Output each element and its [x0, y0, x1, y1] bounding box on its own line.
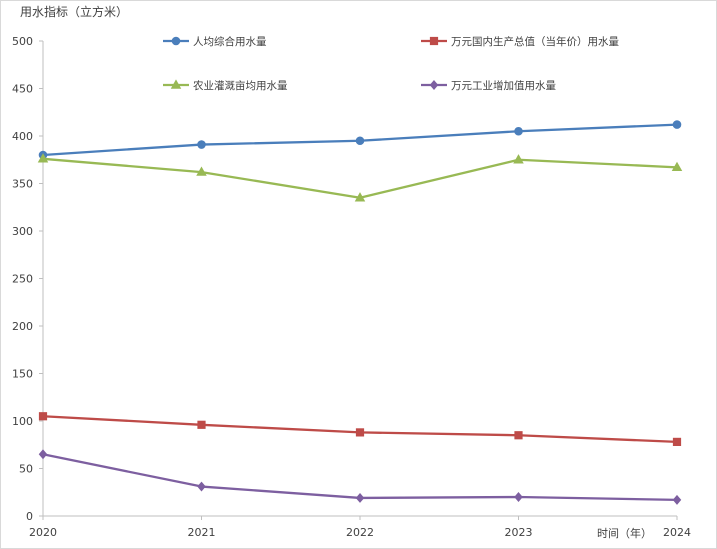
- legend-marker: [171, 36, 181, 46]
- series-3: [37, 153, 683, 202]
- legend-item: 农业灌溉亩均用水量: [163, 79, 288, 92]
- data-point-marker: [671, 161, 683, 172]
- y-tick-label: 200: [12, 320, 33, 333]
- legend-marker: [170, 79, 182, 89]
- data-point-marker: [38, 449, 48, 460]
- y-axis-title: 用水指标（立方米）: [20, 4, 128, 19]
- data-point-marker: [513, 154, 524, 164]
- legend-item: 万元工业增加值用水量: [421, 79, 556, 92]
- chart-axes: 0 50 100 150 200 250 300 350 400 450 500 2020 2021 20…: [12, 35, 691, 539]
- y-tick-label: 350: [12, 178, 33, 191]
- legend-label: 万元工业增加值用水量: [451, 79, 556, 92]
- series-2: [38, 412, 682, 446]
- y-tick-label: 100: [12, 415, 33, 428]
- legend-item: 人均综合用水量: [163, 35, 267, 48]
- data-point-marker: [514, 492, 523, 502]
- data-point-marker: [37, 153, 49, 163]
- legend-label: 农业灌溉亩均用水量: [193, 79, 288, 92]
- data-point-marker: [514, 126, 523, 136]
- y-tick-label: 500: [12, 35, 33, 48]
- legend-marker: [429, 80, 439, 90]
- y-tick-label: 250: [12, 273, 33, 286]
- y-tick-label: 450: [12, 83, 33, 96]
- data-point-marker: [672, 437, 682, 446]
- y-tick-label: 0: [26, 510, 33, 523]
- chart-series-layer: [37, 120, 683, 505]
- legend-item: 万元国内生产总值（当年价）用水量: [421, 35, 619, 48]
- series-1: [38, 120, 682, 160]
- y-tick-label: 400: [12, 130, 33, 143]
- data-point-marker: [514, 431, 523, 440]
- y-tick-label: 300: [12, 225, 33, 238]
- legend-label: 万元国内生产总值（当年价）用水量: [451, 35, 619, 48]
- data-point-marker: [196, 166, 207, 176]
- series-line: [42, 157, 678, 199]
- data-point-marker: [355, 428, 365, 437]
- data-point-marker: [672, 494, 682, 505]
- data-point-marker: [672, 120, 682, 129]
- series-4: [38, 449, 682, 505]
- y-tick-label: 150: [12, 368, 33, 381]
- x-tick-label: 2023: [505, 526, 533, 539]
- data-point-marker: [355, 136, 365, 146]
- x-tick-label: 2022: [346, 526, 374, 539]
- data-point-marker: [197, 420, 206, 429]
- data-point-marker: [197, 481, 206, 492]
- data-point-marker: [354, 192, 366, 202]
- x-tick-label: 2024: [663, 526, 691, 539]
- data-point-marker: [355, 492, 365, 503]
- legend-label: 人均综合用水量: [193, 35, 267, 48]
- legend-marker: [429, 36, 439, 46]
- data-point-marker: [38, 412, 48, 421]
- x-axis-title: 时间（年）: [597, 526, 652, 540]
- x-tick-label: 2021: [188, 526, 216, 539]
- data-point-marker: [197, 140, 206, 149]
- y-tick-label: 50: [19, 463, 33, 476]
- x-tick-label: 2020: [29, 526, 57, 539]
